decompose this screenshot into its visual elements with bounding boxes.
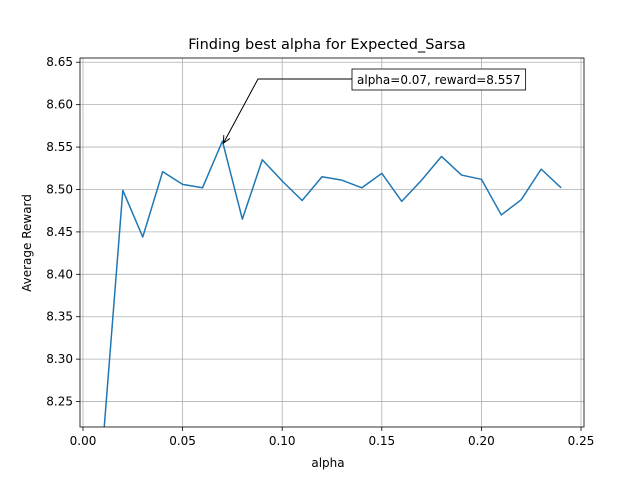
x-tick-label: 0.25 <box>568 434 595 448</box>
series-line <box>103 140 562 427</box>
plot-frame <box>79 57 585 428</box>
y-tick-label: 8.50 <box>46 182 73 196</box>
annotation: alpha=0.07, reward=8.557 <box>222 68 527 145</box>
y-tick-label: 8.60 <box>46 98 73 112</box>
x-tick-label: 0.20 <box>468 434 495 448</box>
annotation-label: alpha=0.07, reward=8.557 <box>357 73 521 87</box>
series-layer <box>103 140 562 427</box>
x-tick-label: 0.15 <box>368 434 395 448</box>
annotation-arrow <box>222 78 352 144</box>
chart-title: Finding best alpha for Expected_Sarsa <box>188 37 465 53</box>
y-tick-label: 8.30 <box>46 352 73 366</box>
grid-lines <box>80 58 584 427</box>
x-tick-label: 0.10 <box>269 434 296 448</box>
y-tick-label: 8.35 <box>46 310 73 324</box>
y-tick-label: 8.65 <box>46 55 73 69</box>
x-tick-label: 0.00 <box>70 434 97 448</box>
y-tick-label: 8.45 <box>46 225 73 239</box>
y-tick-label: 8.40 <box>46 267 73 281</box>
annotation-arrowhead <box>222 135 231 145</box>
annotation-box <box>351 68 527 91</box>
x-axis-label: alpha <box>311 456 344 470</box>
axis-ticks: 0.00 0.05 0.10 0.15 0.20 0.25 8.25 8.30 8.35 8.40… <box>46 55 594 448</box>
y-tick-label: 8.25 <box>46 395 73 409</box>
x-tick-label: 0.05 <box>169 434 196 448</box>
y-tick-label: 8.55 <box>46 140 73 154</box>
y-axis-label: Average Reward <box>20 194 34 292</box>
